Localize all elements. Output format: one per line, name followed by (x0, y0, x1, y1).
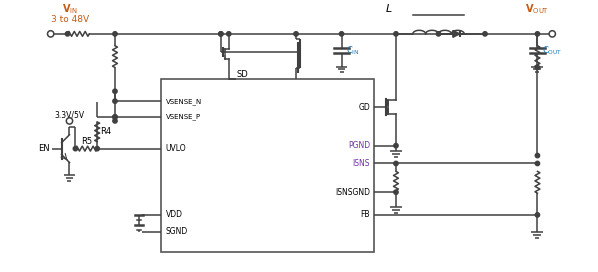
Polygon shape (453, 30, 460, 37)
Text: FB: FB (361, 211, 370, 220)
Circle shape (219, 32, 223, 36)
Circle shape (95, 146, 99, 151)
Circle shape (113, 89, 117, 93)
Bar (161, 79, 374, 252)
Circle shape (66, 118, 72, 124)
Circle shape (549, 31, 556, 37)
Circle shape (219, 32, 223, 36)
Text: 3 to 48V: 3 to 48V (51, 14, 90, 23)
Text: VSENSE_N: VSENSE_N (166, 98, 202, 104)
Text: L: L (386, 4, 392, 14)
Circle shape (113, 32, 117, 36)
Text: R4: R4 (100, 127, 111, 136)
Circle shape (393, 190, 398, 194)
Circle shape (65, 32, 70, 36)
Circle shape (227, 32, 231, 36)
Text: V$_\mathsf{IN}$: V$_\mathsf{IN}$ (62, 2, 78, 16)
Circle shape (113, 115, 117, 119)
Circle shape (113, 115, 117, 119)
Circle shape (340, 32, 344, 36)
Text: C$_\mathsf{OUT}$: C$_\mathsf{OUT}$ (542, 44, 563, 57)
Circle shape (535, 153, 539, 158)
Text: VSENSE_P: VSENSE_P (166, 114, 200, 120)
Text: 3.3V/5V: 3.3V/5V (54, 110, 84, 119)
Circle shape (437, 32, 441, 36)
Text: SGND: SGND (166, 227, 188, 236)
Text: VDD: VDD (166, 211, 182, 220)
Circle shape (483, 32, 487, 36)
Circle shape (393, 32, 398, 36)
Circle shape (113, 119, 117, 123)
Text: ISNSGND: ISNSGND (335, 188, 370, 197)
Circle shape (535, 32, 539, 36)
Circle shape (73, 146, 78, 151)
Circle shape (535, 161, 539, 166)
Circle shape (393, 161, 398, 166)
Text: SD: SD (237, 70, 248, 79)
Circle shape (113, 99, 117, 103)
Circle shape (294, 32, 298, 36)
Circle shape (535, 213, 539, 217)
Text: ISNS: ISNS (353, 159, 370, 168)
Text: PGND: PGND (348, 141, 370, 150)
Circle shape (47, 31, 54, 37)
Text: EN: EN (38, 144, 50, 153)
Circle shape (535, 65, 539, 70)
Text: R5: R5 (81, 137, 92, 146)
Text: UVLO: UVLO (166, 144, 186, 153)
Text: C$_\mathsf{IN}$: C$_\mathsf{IN}$ (346, 44, 360, 57)
Text: GD: GD (358, 103, 370, 112)
Circle shape (393, 144, 398, 148)
Text: V$_\mathsf{OUT}$: V$_\mathsf{OUT}$ (526, 2, 550, 16)
